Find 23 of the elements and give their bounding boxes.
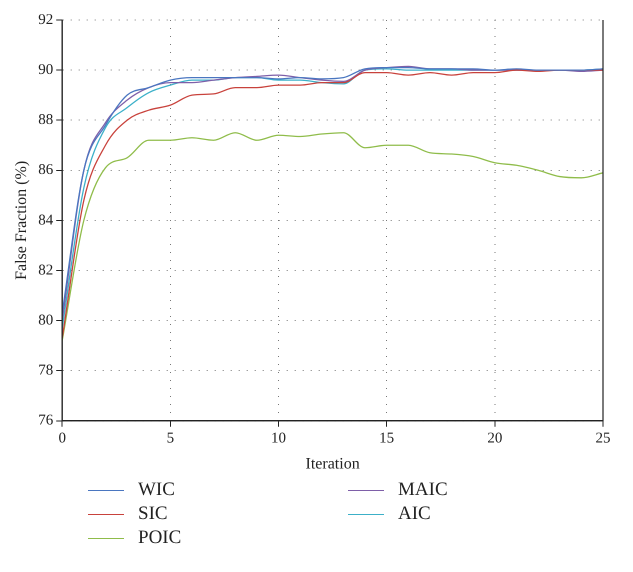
y-tick-label: 80 xyxy=(38,312,54,329)
legend-label: MAIC xyxy=(398,479,448,501)
x-tick-label: 25 xyxy=(596,430,610,447)
y-tick-label: 78 xyxy=(38,362,54,379)
y-tick-label: 76 xyxy=(38,412,54,429)
x-tick-label: 20 xyxy=(487,430,502,447)
y-axis-title: False Fraction (%) xyxy=(12,160,30,280)
y-tick-label: 88 xyxy=(38,112,54,128)
legend-label: AIC xyxy=(398,503,431,525)
x-tick-label: 10 xyxy=(271,430,286,447)
x-tick-label: 5 xyxy=(166,430,174,447)
legend-label: POIC xyxy=(138,527,182,549)
x-axis-title: Iteration xyxy=(306,456,360,473)
y-tick-label: 86 xyxy=(38,162,54,178)
y-tick-label: 82 xyxy=(38,262,54,278)
y-tick-label: 92 xyxy=(38,12,54,28)
y-tick-label: 84 xyxy=(38,212,54,228)
line-series xyxy=(62,132,603,342)
x-tick-label: 0 xyxy=(58,430,66,447)
x-tick-label: 15 xyxy=(379,430,394,447)
legend-label: WIC xyxy=(138,479,175,501)
y-tick-label: 90 xyxy=(38,62,54,78)
legend-label: SIC xyxy=(138,503,168,525)
